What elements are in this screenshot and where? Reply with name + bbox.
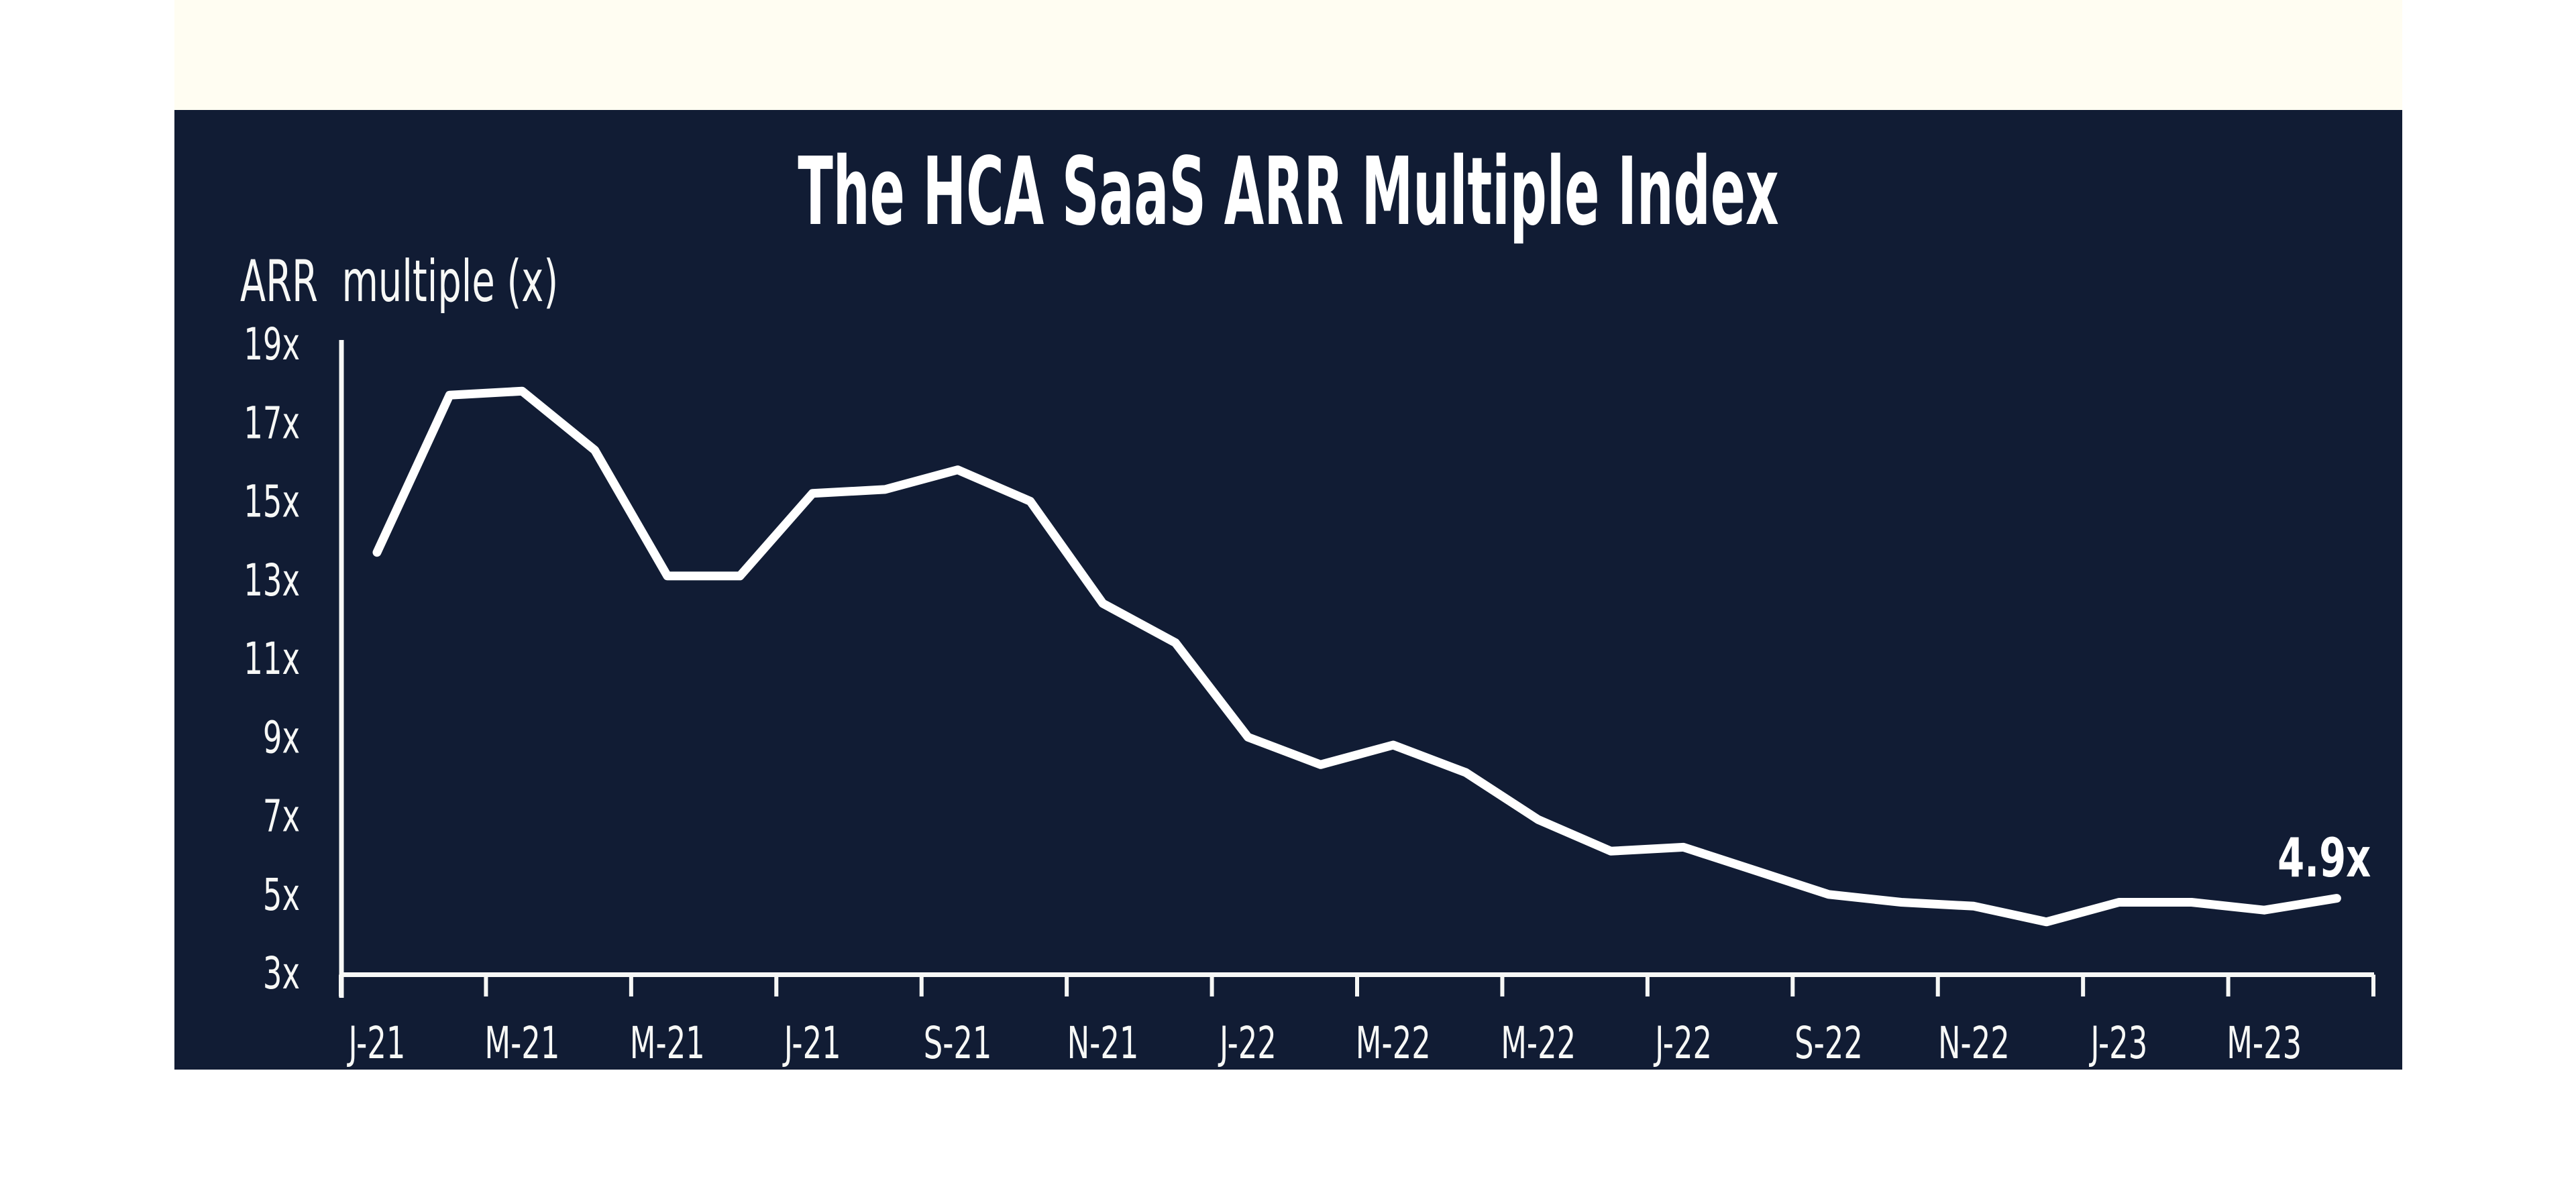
y-tick-label: 13x — [244, 555, 300, 606]
x-tick-label: J-22 — [1654, 1018, 1712, 1069]
x-tick-label: N-22 — [1938, 1018, 2010, 1069]
y-tick-label: 17x — [244, 398, 300, 449]
y-tick-label: 7x — [263, 791, 300, 842]
x-tick-label: M-22 — [1356, 1018, 1431, 1069]
arr-multiple-series-line — [372, 386, 2341, 927]
x-tick-label: J-22 — [1218, 1018, 1277, 1069]
y-tick-label: 11x — [244, 634, 300, 685]
y-tick-label: 9x — [263, 713, 300, 764]
x-tick-label: S-21 — [924, 1018, 992, 1069]
chart-title: The HCA SaaS ARR Multiple Index — [798, 137, 1779, 247]
page-background-strip — [174, 0, 2402, 110]
x-tick-label: J-21 — [347, 1018, 405, 1069]
x-tick-label: S-22 — [1794, 1018, 1863, 1069]
x-tick-label: J-23 — [2089, 1018, 2147, 1069]
last-value-annotation: 4.9x — [2277, 827, 2371, 889]
y-axis-title: ARR multiple (x) — [240, 248, 559, 315]
x-tick-label: J-21 — [782, 1018, 841, 1069]
y-tick-label: 19x — [244, 319, 300, 370]
y-tick-label: 5x — [263, 870, 300, 921]
x-tick-label: M-23 — [2226, 1018, 2302, 1069]
y-tick-label: 3x — [263, 948, 300, 999]
x-tick-label: N-21 — [1067, 1018, 1139, 1069]
x-tick-label: M-22 — [1501, 1018, 1576, 1069]
x-tick-label: M-21 — [630, 1018, 705, 1069]
x-tick-label: M-21 — [484, 1018, 559, 1069]
y-tick-label: 15x — [244, 477, 300, 528]
chart-panel — [174, 110, 2402, 1070]
